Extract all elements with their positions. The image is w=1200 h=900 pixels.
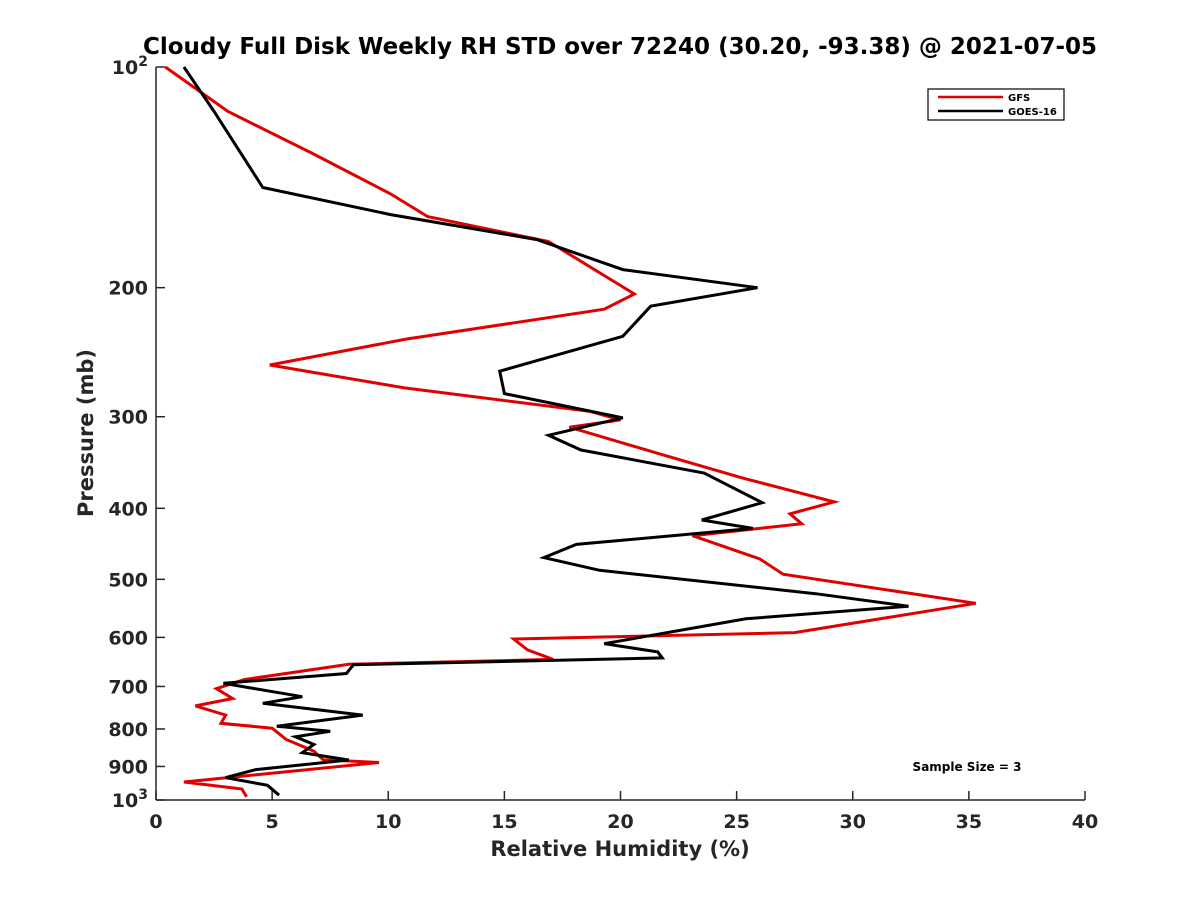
y-tick-label: 102 bbox=[112, 54, 148, 79]
y-tick-label: 500 bbox=[108, 569, 148, 591]
series-line-gfs bbox=[164, 65, 977, 798]
x-axis-ticks: 0 5 10 15 20 25 30 35 40 bbox=[149, 791, 1098, 833]
y-tick-label: 300 bbox=[108, 407, 148, 429]
chart-title: Cloudy Full Disk Weekly RH STD over 7224… bbox=[143, 34, 1097, 60]
y-tick-label: 400 bbox=[108, 498, 148, 520]
series-line-goes16 bbox=[182, 66, 909, 797]
x-tick-label: 25 bbox=[723, 811, 749, 833]
y-tick-label: 900 bbox=[108, 756, 148, 778]
x-tick-label: 10 bbox=[375, 811, 401, 833]
y-axis-ticks: 102 200 300 400 500 600 700 800 900 103 bbox=[108, 54, 165, 812]
legend: GFS GOES-16 bbox=[927, 88, 1065, 121]
x-tick-label: 0 bbox=[149, 811, 162, 833]
y-tick-label: 103 bbox=[112, 787, 148, 812]
x-tick-label: 30 bbox=[840, 811, 866, 833]
x-tick-label: 40 bbox=[1072, 811, 1098, 833]
y-axis-label: Pressure (mb) bbox=[74, 349, 98, 517]
x-tick-label: 20 bbox=[607, 811, 633, 833]
y-tick-label: 800 bbox=[108, 719, 148, 741]
y-tick-label: 700 bbox=[108, 676, 148, 698]
sample-size-annotation: Sample Size = 3 bbox=[913, 760, 1022, 774]
x-axis-label: Relative Humidity (%) bbox=[490, 837, 749, 861]
y-tick-label: 600 bbox=[108, 627, 148, 649]
series-group bbox=[164, 65, 977, 798]
y-tick-label: 200 bbox=[108, 278, 148, 300]
legend-label-gfs: GFS bbox=[1008, 93, 1030, 104]
x-tick-label: 15 bbox=[491, 811, 517, 833]
x-tick-label: 35 bbox=[956, 811, 982, 833]
legend-box bbox=[927, 88, 1065, 121]
x-tick-label: 5 bbox=[266, 811, 279, 833]
legend-label-goes16: GOES-16 bbox=[1008, 107, 1057, 118]
